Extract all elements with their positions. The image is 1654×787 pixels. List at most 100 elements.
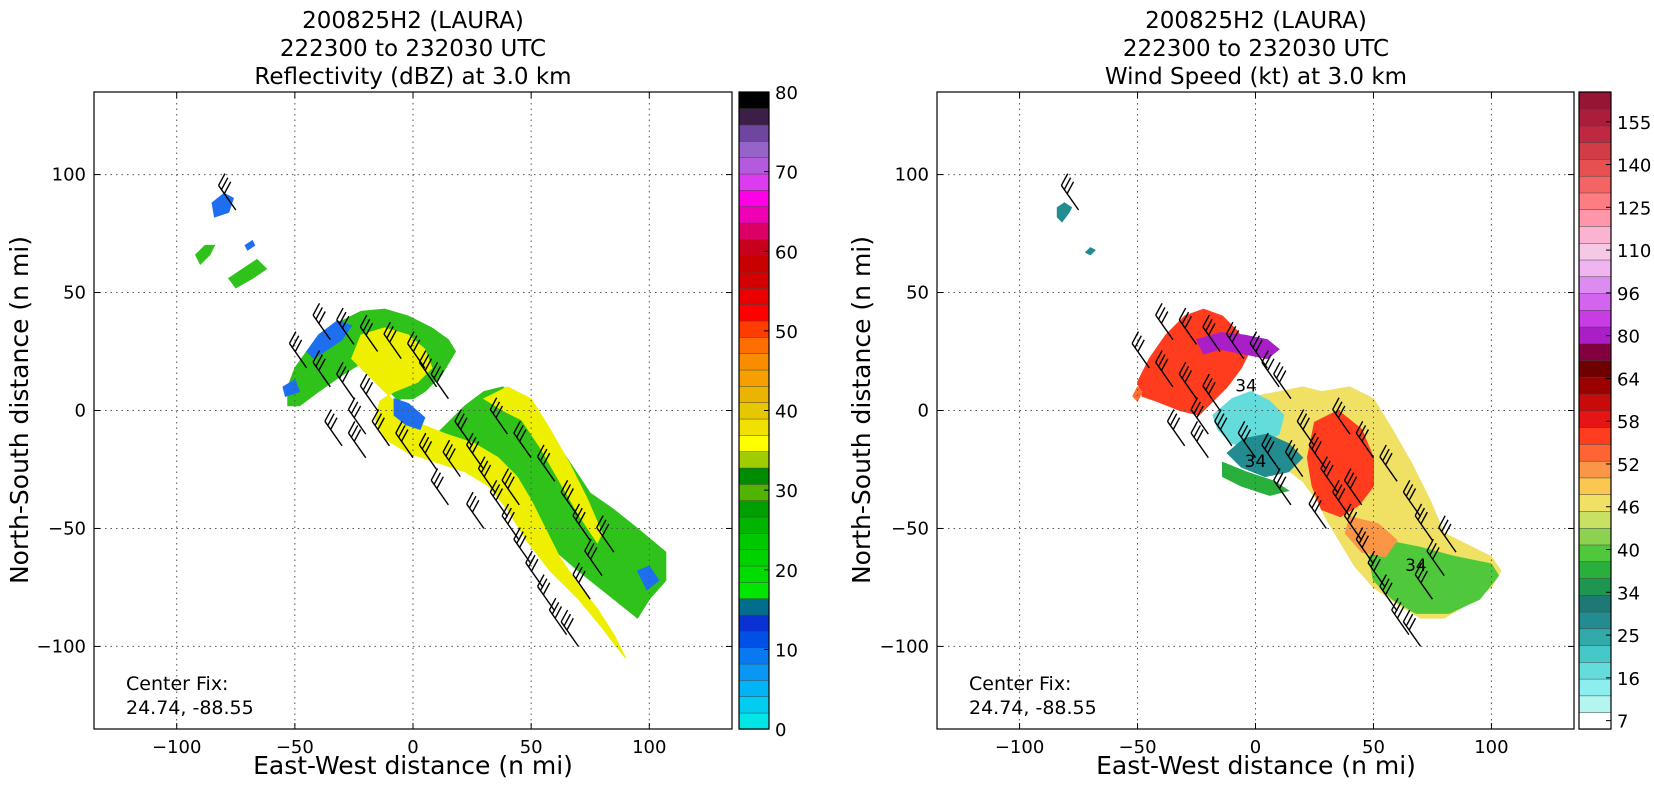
echo-region bbox=[1084, 247, 1096, 256]
x-tick-label: −100 bbox=[995, 737, 1044, 758]
wind-barb bbox=[1332, 397, 1351, 435]
colorbar-swatch bbox=[738, 140, 770, 158]
chart-title-line-1: 200825H2 (LAURA) bbox=[1145, 8, 1367, 34]
wind-barb bbox=[359, 373, 379, 411]
contour-label: 34 bbox=[1245, 452, 1267, 472]
colorbar-swatch bbox=[1578, 427, 1612, 445]
wind-barb bbox=[418, 432, 438, 470]
wind-barb bbox=[1249, 331, 1268, 369]
wind-barb bbox=[1237, 420, 1257, 459]
colorbar-swatch bbox=[738, 108, 770, 126]
colorbar-swatch bbox=[738, 614, 770, 632]
wind-barb bbox=[1060, 173, 1080, 211]
wind-barb bbox=[395, 420, 414, 459]
wind-barb bbox=[1414, 503, 1433, 541]
wind-barb bbox=[572, 562, 591, 600]
y-tick-label: −50 bbox=[891, 518, 929, 539]
wind-barb bbox=[513, 527, 532, 565]
y-tick-label: 100 bbox=[895, 165, 929, 186]
wind-barb bbox=[1402, 479, 1422, 518]
wind-barb bbox=[430, 361, 449, 400]
colorbar-swatch bbox=[1578, 477, 1612, 495]
colorbar-swatch bbox=[738, 516, 770, 534]
colorbar-tick-label: 10 bbox=[775, 640, 798, 661]
colorbar-swatch bbox=[1578, 359, 1612, 378]
colorbar-tick-label: 7 bbox=[1617, 712, 1628, 733]
wind-barb bbox=[1402, 609, 1422, 647]
wind-barb bbox=[1225, 321, 1245, 360]
colorbar-swatch bbox=[738, 369, 770, 387]
colorbar-tick-label: 20 bbox=[775, 561, 798, 582]
wind-barb bbox=[418, 350, 438, 388]
colorbar-swatch bbox=[738, 598, 770, 616]
wind-barb bbox=[336, 361, 355, 400]
annotation-center-fix-value: 24.74, -88.55 bbox=[969, 697, 1097, 719]
wind-barb bbox=[1343, 503, 1363, 541]
y-tick-label: 50 bbox=[906, 283, 929, 304]
colorbar-swatch bbox=[1578, 644, 1612, 663]
x-tick-label: −100 bbox=[152, 737, 201, 758]
wind-barb bbox=[1355, 420, 1375, 459]
colorbar-swatch bbox=[1578, 125, 1612, 143]
annotation-center-fix-label: Center Fix: bbox=[126, 673, 228, 695]
reflectivity-plot-area bbox=[94, 92, 732, 729]
wind-barb bbox=[466, 432, 485, 470]
colorbar-swatch bbox=[738, 173, 770, 191]
reflectivity-panel: 200825H2 (LAURA) 222300 to 232030 UTC Re… bbox=[5, 8, 798, 780]
colorbar-swatch bbox=[1578, 594, 1612, 613]
y-tick-label: −50 bbox=[48, 518, 86, 539]
colorbar-swatch bbox=[738, 663, 770, 681]
wind-barb bbox=[1367, 550, 1386, 588]
annotation-center-fix-value: 24.74, -88.55 bbox=[126, 697, 254, 719]
wind-barb bbox=[501, 503, 520, 541]
wind-barb bbox=[489, 479, 509, 518]
colorbar-swatch bbox=[1578, 561, 1612, 579]
colorbar-swatch bbox=[738, 222, 770, 240]
colorbar-tick-label: 60 bbox=[775, 242, 798, 263]
colorbar-swatch bbox=[738, 304, 770, 322]
echo-region bbox=[282, 379, 301, 397]
y-tick-label: −100 bbox=[880, 636, 929, 657]
wind-speed-panel: 200825H2 (LAURA) 222300 to 232030 UTC Wi… bbox=[847, 8, 1651, 780]
wind-barb bbox=[1308, 432, 1327, 470]
colorbar-tick-label: 80 bbox=[775, 83, 798, 104]
colorbar-swatch bbox=[738, 189, 770, 207]
wind-barb bbox=[347, 420, 367, 459]
chart-title-line-3: Reflectivity (dBZ) at 3.0 km bbox=[254, 64, 571, 90]
colorbar-tick-label: 52 bbox=[1617, 455, 1640, 476]
colorbar-swatch bbox=[1578, 142, 1612, 160]
wind-barb bbox=[477, 456, 497, 494]
wind-barb bbox=[406, 331, 426, 369]
x-tick-label: 100 bbox=[632, 737, 666, 758]
wind-barb bbox=[312, 302, 331, 341]
wind-barb bbox=[1273, 468, 1292, 506]
wind-barb bbox=[1190, 397, 1209, 435]
colorbar-tick-label: 50 bbox=[775, 322, 798, 343]
x-tick-label: 0 bbox=[1250, 737, 1261, 758]
colorbar-swatch bbox=[1578, 695, 1612, 713]
colorbar-swatch bbox=[738, 712, 770, 730]
x-axis-label: East-West distance (n mi) bbox=[1096, 751, 1416, 780]
wind-barb bbox=[324, 409, 343, 447]
wind-barb bbox=[513, 420, 532, 459]
colorbar-swatch bbox=[738, 451, 770, 469]
x-tick-label: −50 bbox=[276, 737, 314, 758]
wind-barb bbox=[1261, 432, 1280, 470]
echo-region bbox=[636, 565, 660, 591]
wind-barb bbox=[1214, 409, 1233, 447]
wind-barb bbox=[1202, 373, 1221, 411]
colorbar-swatch bbox=[1578, 175, 1612, 194]
wind-barb bbox=[1190, 420, 1209, 459]
echo-region bbox=[1056, 202, 1073, 223]
echo-region bbox=[244, 239, 256, 251]
colorbar-swatch bbox=[738, 679, 770, 697]
colorbar-swatch bbox=[738, 336, 770, 354]
colorbar-swatch bbox=[1578, 91, 1612, 110]
colorbar-tick-label: 70 bbox=[775, 163, 798, 184]
x-tick-label: 50 bbox=[520, 737, 543, 758]
wind-barb bbox=[383, 321, 402, 360]
wind-barb bbox=[536, 444, 556, 482]
wind-barb bbox=[1166, 409, 1186, 447]
colorbar-swatch bbox=[1578, 292, 1612, 311]
echo-region bbox=[1132, 386, 1143, 402]
